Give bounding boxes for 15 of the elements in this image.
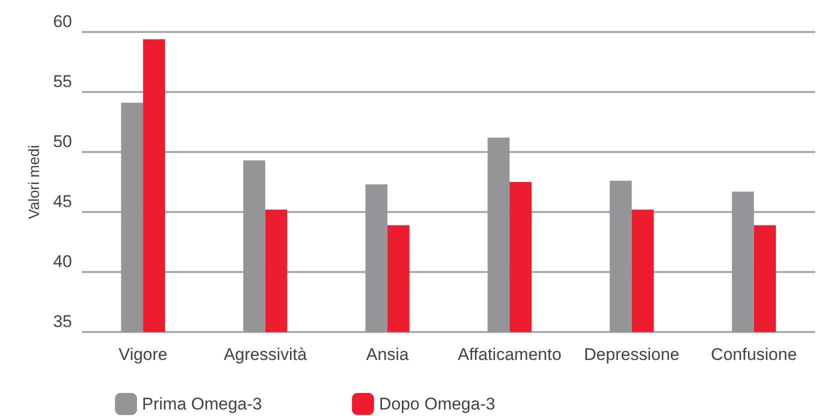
y-tick-label: 45 [53,192,72,211]
y-tick-label: 50 [53,132,72,151]
x-tick-label: Affaticamento [458,345,562,364]
x-tick-label: Ansia [366,345,410,364]
y-tick-label: 55 [53,72,72,91]
y-axis-title: Valori medi [26,145,43,219]
x-tick-label: Agressività [224,345,308,364]
x-tick-label: Confusione [710,345,797,364]
y-tick-label: 35 [53,312,72,331]
legend-label: Prima Omega-3 [142,394,262,414]
x-tick-label: Vigore [118,345,168,364]
y-tick-label: 60 [53,12,72,31]
x-tick-label: Depressione [584,345,680,364]
legend-label: Dopo Omega-3 [378,394,496,414]
y-tick-label: 40 [53,252,72,271]
